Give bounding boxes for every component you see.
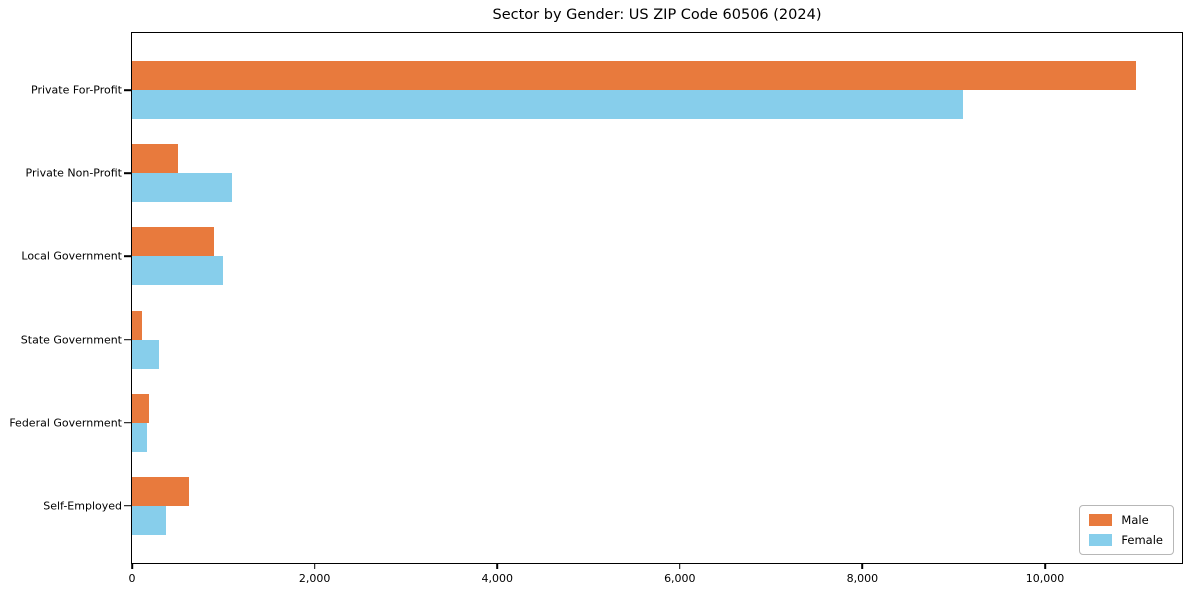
x-tick-label-6000: 6,000 (664, 572, 696, 585)
y-label-local-government: Local Government (21, 249, 122, 263)
y-label-state-government: State Government (20, 333, 122, 347)
bar-group-self-employed (132, 476, 1182, 535)
chart-title: Sector by Gender: US ZIP Code 60506 (202… (492, 7, 822, 23)
legend-item-male: Male (1089, 513, 1163, 527)
legend-item-female: Female (1089, 533, 1163, 547)
bar-group-private-for-profit (132, 61, 1182, 120)
bar-group-federal-government (132, 393, 1182, 452)
male-swatch (1089, 514, 1113, 526)
bar-male-private-for-profit (132, 61, 1137, 91)
bar-male-private-non-profit (132, 144, 178, 174)
x-tick-8000 (861, 564, 864, 569)
y-label-self-employed: Self-Employed (43, 499, 122, 513)
bar-female-state-government (132, 339, 160, 369)
x-tick-label-10000: 10,000 (1025, 572, 1065, 585)
x-tick-label-2000: 2,000 (298, 572, 331, 585)
y-tick-local-government (124, 255, 131, 258)
y-label-private-for-profit: Private For-Profit (31, 83, 122, 97)
bar-female-private-non-profit (132, 173, 233, 203)
y-label-private-non-profit: Private Non-Profit (25, 166, 122, 180)
legend-label-male: Male (1121, 513, 1149, 527)
plot-area: Private For-Profit Private Non-Profit Loca… (9, 32, 1183, 585)
legend-label-female: Female (1121, 533, 1163, 547)
x-tick-2000 (313, 564, 316, 569)
y-label-federal-government: Federal Government (9, 416, 122, 430)
female-swatch (1089, 534, 1113, 546)
bar-female-local-government (132, 256, 224, 286)
y-tick-private-for-profit (124, 89, 131, 92)
x-tick-label-0: 0 (128, 572, 136, 585)
x-tick-0 (131, 564, 133, 569)
legend: Male Female (1079, 505, 1174, 555)
y-tick-state-government (124, 338, 131, 341)
y-tick-self-employed (124, 504, 131, 507)
bar-female-private-for-profit (132, 90, 963, 120)
bar-male-local-government (132, 227, 215, 257)
bar-female-federal-government (132, 422, 147, 452)
x-tick-6000 (679, 564, 681, 569)
y-tick-private-non-profit (124, 172, 131, 175)
bar-group-local-government (132, 227, 1182, 286)
y-tick-federal-government (124, 421, 131, 424)
bar-group-state-government (132, 310, 1182, 369)
x-tick-4000 (496, 564, 498, 569)
bar-male-self-employed (132, 476, 189, 506)
x-tick-label-8000: 8,000 (846, 572, 879, 585)
x-tick-label-4000: 4,000 (481, 572, 513, 585)
bar-female-self-employed (132, 505, 166, 535)
bar-group-private-non-profit (132, 144, 1182, 203)
bar-male-state-government (132, 310, 143, 340)
bar-male-federal-government (132, 393, 150, 423)
x-tick-10000 (1044, 564, 1046, 569)
